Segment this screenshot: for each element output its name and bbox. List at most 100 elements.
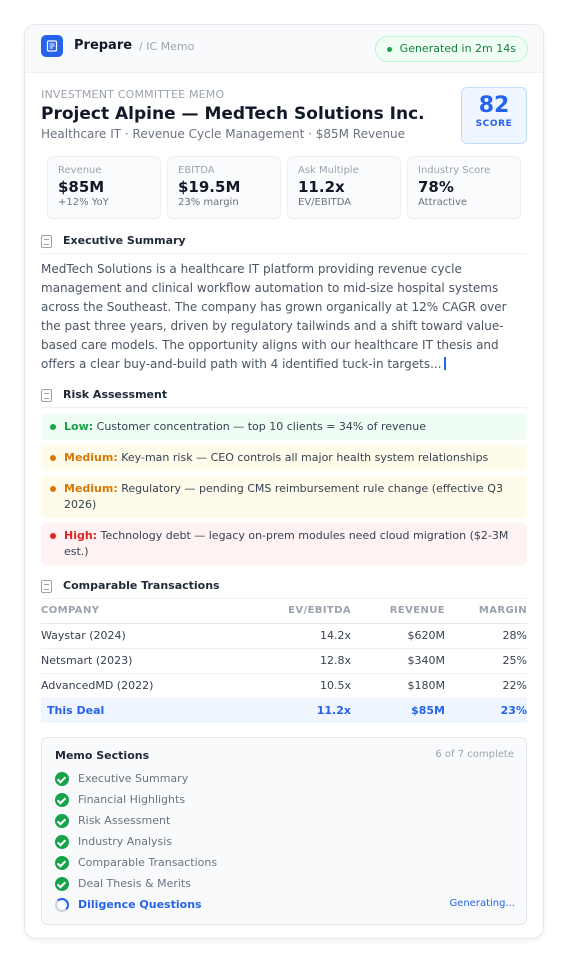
column-header: MARGIN xyxy=(445,599,527,624)
risk-level: Low: xyxy=(64,420,94,433)
table-header-row: COMPANY EV/EBITDA REVENUE MARGIN xyxy=(41,599,527,624)
metric-industry-score: Industry Score 78% Attractive xyxy=(407,156,521,219)
memo-section-label: Diligence Questions xyxy=(78,898,202,911)
memo-eyebrow: INVESTMENT COMMITTEE MEMO xyxy=(41,88,225,101)
typing-cursor xyxy=(443,357,446,370)
metric-value: $19.5M xyxy=(178,178,241,196)
metric-sub: EV/EBITDA xyxy=(298,197,352,208)
risk-text: Key-man risk — CEO controls all major he… xyxy=(121,451,489,464)
column-header: COMPANY xyxy=(41,599,231,624)
table-cell: $85M xyxy=(351,698,445,723)
metric-label: Revenue xyxy=(58,165,102,176)
summary-body: MedTech Solutions is a healthcare IT pla… xyxy=(41,262,507,371)
memo-section-label: Financial Highlights xyxy=(78,793,186,806)
risk-dot-icon xyxy=(50,486,56,492)
metric-ask-multiple: Ask Multiple 11.2x EV/EBITDA xyxy=(287,156,401,219)
memo-sections-panel: Memo Sections 6 of 7 complete Executive … xyxy=(41,737,527,925)
section-title: Comparable Transactions xyxy=(63,579,220,592)
memo-sections-count: 6 of 7 complete xyxy=(435,749,514,760)
table-cell: 23% xyxy=(445,698,527,723)
metric-value: 78% xyxy=(418,178,454,196)
generation-status-badge: Generated in 2m 14s xyxy=(374,36,528,62)
section-header-risk-assessment: Risk Assessment xyxy=(41,388,527,408)
risk-level: High: xyxy=(64,529,98,542)
risk-item-high: High: Technology debt — legacy on-prem m… xyxy=(41,523,527,565)
table-cell: $340M xyxy=(351,648,445,674)
table-cell: 22% xyxy=(445,673,527,699)
check-circle-icon xyxy=(55,835,69,849)
risk-item-medium: Medium: Regulatory — pending CMS reimbur… xyxy=(41,476,527,518)
risk-level: Medium: xyxy=(64,482,118,495)
memo-section-item[interactable]: Deal Thesis & Merits xyxy=(55,876,515,892)
metric-sub: +12% YoY xyxy=(58,197,109,208)
table-row-this-deal: This Deal 11.2x $85M 23% xyxy=(41,698,527,723)
risk-item-medium: Medium: Key-man risk — CEO controls all … xyxy=(41,445,527,471)
table-cell: Waystar (2024) xyxy=(41,623,231,649)
table-cell: $180M xyxy=(351,673,445,699)
table-cell: 25% xyxy=(445,648,527,674)
metric-label: EBITDA xyxy=(178,165,215,176)
check-circle-icon xyxy=(55,877,69,891)
metric-value: $85M xyxy=(58,178,105,196)
generating-status: Generating... xyxy=(449,898,515,909)
memo-section-item[interactable]: Industry Analysis xyxy=(55,834,515,850)
memo-section-item[interactable]: Financial Highlights xyxy=(55,792,515,808)
table-cell: AdvancedMD (2022) xyxy=(41,673,231,699)
memo-section-item-generating[interactable]: Diligence Questions Generating... xyxy=(55,897,515,913)
metric-ebitda: EBITDA $19.5M 23% margin xyxy=(167,156,281,219)
risk-text: Customer concentration — top 10 clients … xyxy=(96,420,426,433)
risk-text: Regulatory — pending CMS reimbursement r… xyxy=(64,482,503,511)
metric-revenue: Revenue $85M +12% YoY xyxy=(47,156,161,219)
table-cell: Netsmart (2023) xyxy=(41,648,231,674)
section-header-comparable-transactions: Comparable Transactions xyxy=(41,579,527,599)
key-metrics: Revenue $85M +12% YoY EBITDA $19.5M 23% … xyxy=(47,156,521,219)
check-circle-icon xyxy=(55,793,69,807)
risk-level: Medium: xyxy=(64,451,118,464)
executive-summary-text: MedTech Solutions is a healthcare IT pla… xyxy=(41,260,521,374)
check-circle-icon xyxy=(55,772,69,786)
section-header-executive-summary: Executive Summary xyxy=(41,234,527,254)
table-cell: 28% xyxy=(445,623,527,649)
panel-header: Prepare / IC Memo Generated in 2m 14s xyxy=(25,25,543,73)
risk-dot-icon xyxy=(50,455,56,461)
risk-item-low: Low: Customer concentration — top 10 cli… xyxy=(41,414,527,440)
table-row: Netsmart (2023) 12.8x $340M 25% xyxy=(41,648,527,674)
score-value: 82 xyxy=(478,93,510,118)
panel-title: Prepare xyxy=(74,38,133,53)
metric-label: Ask Multiple xyxy=(298,165,359,176)
risk-dot-icon xyxy=(50,533,56,539)
risk-text: Technology debt — legacy on-prem modules… xyxy=(64,529,509,558)
metric-label: Industry Score xyxy=(418,165,491,176)
ic-memo-panel: Prepare / IC Memo Generated in 2m 14s IN… xyxy=(24,24,544,939)
metric-sub: 23% margin xyxy=(178,197,239,208)
status-dot-icon xyxy=(386,47,392,52)
table-row: Waystar (2024) 14.2x $620M 28% xyxy=(41,623,527,649)
memo-section-label: Deal Thesis & Merits xyxy=(78,877,191,890)
comparables-table: COMPANY EV/EBITDA REVENUE MARGIN Waystar… xyxy=(41,599,527,723)
table-row: AdvancedMD (2022) 10.5x $180M 22% xyxy=(41,673,527,699)
section-doc-icon xyxy=(41,235,52,248)
table-cell: $620M xyxy=(351,623,445,649)
memo-section-item[interactable]: Executive Summary xyxy=(55,771,515,787)
memo-section-label: Comparable Transactions xyxy=(78,856,218,869)
score-badge: 82 SCORE xyxy=(461,87,527,144)
memo-sections-title: Memo Sections xyxy=(55,749,150,762)
deal-title: Project Alpine — MedTech Solutions Inc. xyxy=(41,104,425,124)
loading-spinner-icon xyxy=(55,898,69,912)
deal-subtitle: Healthcare IT · Revenue Cycle Management… xyxy=(41,127,406,141)
score-label: SCORE xyxy=(475,119,513,129)
section-doc-icon xyxy=(41,389,52,402)
table-cell: 12.8x xyxy=(231,648,351,674)
check-circle-icon xyxy=(55,856,69,870)
memo-section-item[interactable]: Risk Assessment xyxy=(55,813,515,829)
section-doc-icon xyxy=(41,580,52,593)
table-cell: 10.5x xyxy=(231,673,351,699)
memo-section-label: Executive Summary xyxy=(78,772,189,785)
memo-section-item[interactable]: Comparable Transactions xyxy=(55,855,515,871)
risk-dot-icon xyxy=(50,424,56,430)
breadcrumb: / IC Memo xyxy=(139,40,195,53)
generation-status-text: Generated in 2m 14s xyxy=(399,42,516,55)
memo-section-label: Risk Assessment xyxy=(78,814,171,827)
column-header: REVENUE xyxy=(351,599,445,624)
table-cell: 11.2x xyxy=(231,698,351,723)
